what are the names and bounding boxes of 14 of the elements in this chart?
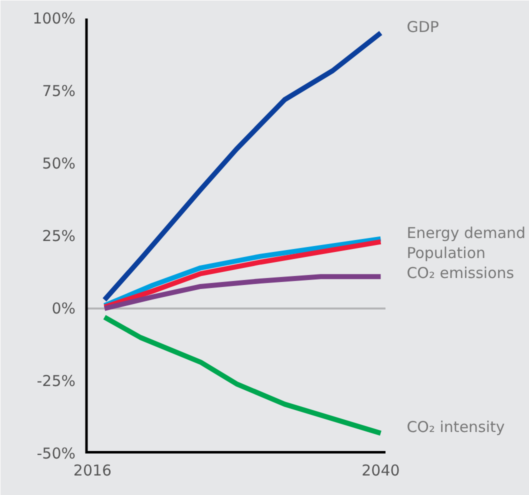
series-label: Population [406, 244, 486, 262]
y-tick-label: 100% [32, 10, 76, 28]
y-tick-label: -50% [36, 444, 76, 462]
y-tick-label: -25% [36, 372, 76, 390]
series-label: Energy demand [406, 224, 526, 242]
x-tick-label: 2016 [73, 462, 112, 480]
series-label: CO₂ intensity [406, 418, 505, 436]
series-label: CO₂ emissions [406, 264, 514, 282]
y-tick-label: 25% [42, 227, 76, 245]
y-tick-label: 75% [42, 82, 76, 100]
x-tick-label: 2040 [362, 462, 400, 480]
y-tick-label: 0% [52, 300, 76, 318]
series-label: GDP [406, 18, 439, 36]
y-tick-label: 50% [42, 154, 76, 172]
